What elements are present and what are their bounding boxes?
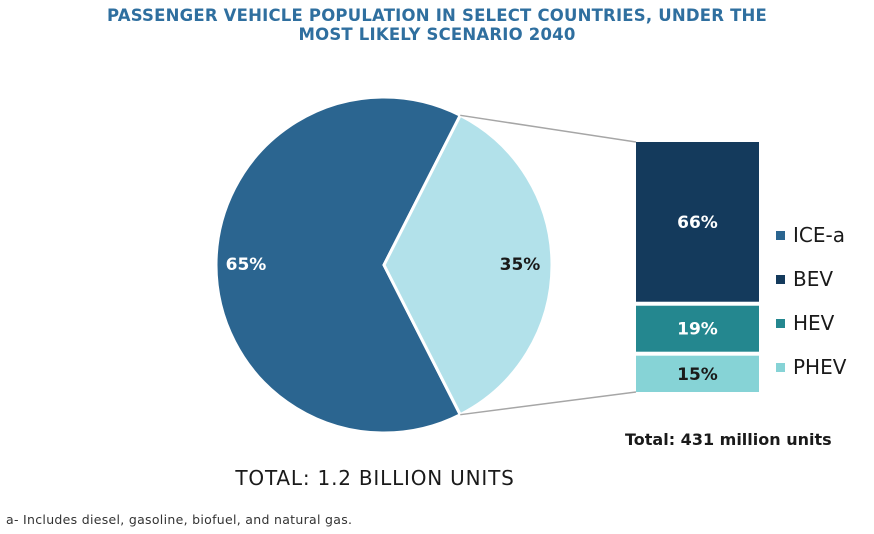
stack-total-label: Total: 431 million units [625, 430, 832, 449]
stack-value-label-bev: 66% [677, 213, 718, 233]
pie-slice-1 [214, 95, 463, 435]
stack-value-label-hev: 19% [677, 320, 718, 340]
pie-value-label-2: 35% [500, 255, 541, 275]
legend-swatch [776, 230, 785, 240]
legend-label: PHEV [793, 355, 847, 379]
pie-value-label-1: 65% [226, 255, 267, 275]
footnote: a- Includes diesel, gasoline, biofuel, a… [6, 512, 353, 527]
legend: ICE-a BEV HEV PHEV [776, 213, 846, 389]
legend-label: HEV [793, 311, 835, 335]
chart-title-line-1: PASSENGER VEHICLE POPULATION IN SELECT C… [106, 6, 768, 25]
legend-label: ICE-a [793, 223, 845, 247]
legend-swatch [776, 362, 785, 372]
legend-label: BEV [793, 267, 834, 291]
pie-total-label: TOTAL: 1.2 BILLION UNITS [235, 466, 515, 490]
legend-item-hev: HEV [776, 301, 846, 345]
legend-item-ice-a: ICE-a [776, 213, 846, 257]
stack-value-label-phev: 15% [677, 365, 718, 385]
stack-segment-phev [636, 355, 759, 392]
pie-slice-2 [382, 113, 554, 417]
chart-title: PASSENGER VEHICLE POPULATION IN SELECT C… [0, 6, 874, 44]
chart-title-line-2: MOST LIKELY SCENARIO 2040 [298, 25, 576, 44]
legend-item-phev: PHEV [776, 345, 846, 389]
connector-line-top [460, 114, 637, 143]
legend-swatch [776, 274, 785, 284]
legend-swatch [776, 318, 785, 328]
stack-segment-bev [636, 142, 759, 302]
legend-item-bev: BEV [776, 257, 846, 301]
connector-line-bottom [460, 391, 637, 416]
stack-segment-hev [636, 305, 759, 352]
